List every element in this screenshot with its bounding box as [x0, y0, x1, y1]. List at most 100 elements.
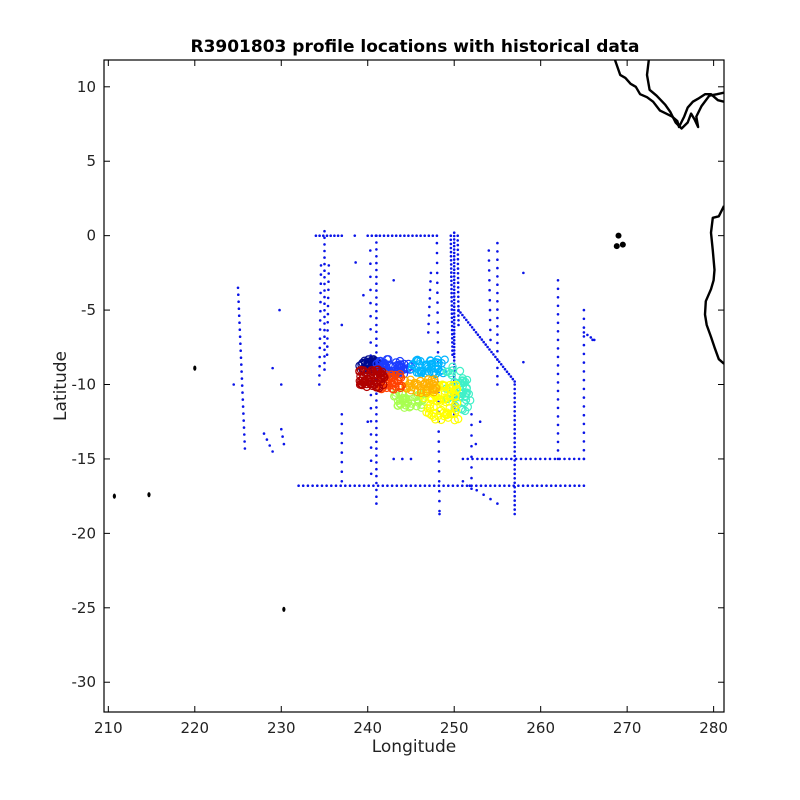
historical-point — [456, 281, 460, 285]
historical-point — [334, 484, 338, 488]
historical-point — [466, 457, 470, 461]
historical-point — [340, 470, 344, 474]
historical-point — [339, 484, 343, 488]
historical-point — [568, 457, 571, 461]
historical-point — [459, 311, 462, 314]
historical-point — [478, 420, 482, 424]
float-profile-marker — [450, 393, 460, 402]
historical-point — [369, 433, 373, 436]
historical-point — [452, 332, 456, 335]
historical-point — [496, 291, 499, 295]
historical-point — [411, 234, 414, 237]
historical-point — [340, 234, 344, 237]
historical-point — [236, 286, 240, 290]
historical-point — [323, 262, 326, 266]
historical-point — [241, 398, 245, 401]
historical-point — [563, 457, 566, 461]
historical-point — [451, 341, 454, 344]
y-tick-label: -30 — [72, 673, 97, 691]
historical-point — [401, 457, 404, 461]
historical-point — [457, 314, 460, 317]
historical-point — [323, 361, 326, 365]
coastline-layer — [112, 60, 724, 612]
historical-point — [556, 355, 560, 359]
historical-point — [513, 392, 516, 395]
historical-point — [480, 338, 484, 341]
historical-point — [375, 419, 378, 423]
coastline — [645, 60, 724, 130]
historical-point — [450, 287, 453, 291]
historical-point — [494, 355, 497, 359]
historical-point — [436, 311, 439, 314]
historical-point — [399, 234, 402, 237]
historical-point — [456, 234, 460, 237]
historical-point — [438, 489, 441, 493]
historical-point — [582, 431, 586, 435]
historical-point — [470, 326, 474, 329]
historical-point — [582, 361, 586, 364]
historical-point — [496, 374, 499, 378]
historical-point — [582, 457, 586, 461]
historical-point — [582, 335, 586, 338]
historical-point — [513, 432, 516, 435]
historical-point — [452, 241, 456, 245]
historical-point — [449, 238, 453, 242]
historical-point — [451, 349, 454, 352]
historical-point — [319, 264, 323, 267]
historical-point — [318, 337, 322, 341]
historical-point — [327, 272, 331, 275]
historical-point — [490, 457, 494, 461]
historical-point — [237, 307, 241, 311]
historical-point — [378, 234, 382, 237]
historical-point — [496, 275, 499, 278]
historical-point — [326, 329, 329, 332]
historical-point — [279, 383, 283, 386]
historical-point — [489, 328, 492, 332]
x-tick-label: 270 — [613, 719, 642, 737]
float-profile-marker — [393, 401, 403, 410]
float-profile-marker — [389, 385, 398, 394]
historical-point — [452, 261, 456, 265]
historical-point — [415, 234, 418, 237]
historical-point — [568, 484, 572, 488]
historical-point — [582, 370, 586, 373]
historical-point — [394, 234, 398, 237]
historical-point — [319, 282, 323, 286]
historical-point — [470, 476, 473, 480]
historical-point — [375, 254, 378, 258]
historical-point — [507, 484, 511, 488]
historical-point — [400, 484, 403, 488]
historical-point — [450, 275, 453, 279]
float-profile-marker — [416, 388, 426, 398]
historical-point — [369, 446, 373, 449]
historical-point — [476, 333, 480, 337]
historical-point — [326, 321, 330, 324]
historical-point — [457, 319, 460, 322]
historical-point — [447, 484, 450, 488]
historical-point — [414, 484, 417, 488]
historical-point — [556, 330, 560, 333]
historical-point — [457, 304, 460, 308]
historical-point — [513, 418, 516, 422]
historical-point — [369, 406, 373, 410]
historical-point — [457, 323, 460, 327]
historical-point — [375, 481, 378, 485]
historical-point — [556, 440, 560, 444]
historical-point — [505, 370, 509, 374]
historical-point — [369, 472, 373, 476]
float-profile-marker — [458, 405, 467, 414]
historical-point — [348, 484, 352, 488]
historical-point — [372, 484, 375, 488]
historical-point — [281, 435, 284, 438]
historical-point — [496, 502, 499, 505]
historical-point — [556, 279, 560, 282]
historical-point — [452, 265, 456, 268]
x-axis-label: Longitude — [372, 737, 457, 757]
historical-point — [375, 241, 378, 244]
historical-point — [386, 484, 389, 488]
historical-point — [582, 448, 586, 452]
historical-point — [529, 457, 532, 461]
y-tick-label: -10 — [72, 376, 97, 394]
historical-point — [496, 250, 499, 253]
historical-point — [449, 246, 453, 250]
